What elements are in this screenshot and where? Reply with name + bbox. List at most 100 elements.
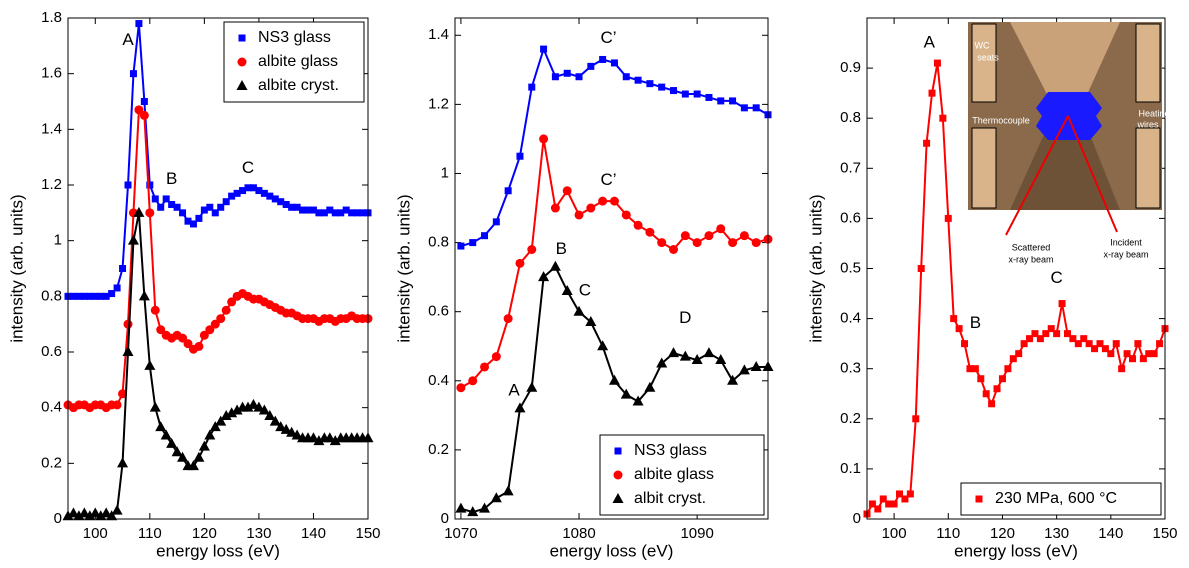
- marker: [1107, 350, 1115, 358]
- y-tick-label: 0.6: [840, 209, 861, 226]
- marker: [492, 218, 500, 226]
- marker: [1015, 350, 1023, 358]
- marker: [1053, 330, 1061, 338]
- marker: [516, 152, 524, 160]
- legend-marker: [614, 447, 622, 455]
- marker: [563, 69, 571, 77]
- marker: [562, 186, 572, 196]
- marker: [67, 507, 79, 518]
- marker: [586, 203, 596, 213]
- marker: [97, 292, 105, 300]
- marker: [102, 292, 110, 300]
- marker: [329, 435, 341, 446]
- series-line: [460, 46, 769, 248]
- marker: [221, 305, 231, 315]
- marker: [681, 90, 689, 98]
- marker: [998, 375, 1006, 383]
- marker: [1009, 355, 1017, 363]
- marker: [184, 217, 192, 225]
- marker: [503, 314, 513, 324]
- legend-box: [599, 434, 765, 516]
- inset-label: WC: [975, 40, 990, 50]
- x-tick-label: 100: [882, 525, 907, 542]
- marker: [95, 510, 107, 521]
- marker: [633, 220, 643, 230]
- marker: [293, 203, 301, 211]
- marker: [691, 354, 703, 365]
- marker: [255, 187, 263, 195]
- marker: [315, 209, 323, 217]
- marker: [117, 457, 129, 468]
- marker: [608, 374, 620, 385]
- marker: [670, 87, 678, 95]
- marker: [195, 214, 203, 222]
- legend-label: albit cryst.: [634, 490, 706, 507]
- marker: [901, 495, 909, 503]
- marker: [879, 495, 887, 503]
- marker: [455, 502, 467, 513]
- marker: [266, 192, 274, 200]
- marker: [199, 330, 209, 340]
- marker: [1047, 325, 1055, 333]
- marker: [123, 319, 133, 329]
- marker: [950, 315, 958, 323]
- marker: [561, 284, 573, 295]
- inset-label: Incident: [1110, 237, 1142, 247]
- marker: [133, 206, 145, 217]
- marker: [1156, 340, 1164, 348]
- marker: [313, 435, 325, 446]
- marker: [91, 292, 99, 300]
- marker: [162, 195, 170, 203]
- series-line: [67, 212, 368, 518]
- marker: [264, 410, 276, 421]
- marker: [644, 381, 656, 392]
- y-tick-label: 1.6: [41, 65, 62, 82]
- legend-label: 230 MPa, 600 °C: [995, 490, 1117, 507]
- marker: [342, 206, 350, 214]
- marker: [135, 20, 143, 28]
- marker: [69, 292, 77, 300]
- marker: [288, 203, 296, 211]
- marker: [1069, 335, 1077, 343]
- marker: [157, 203, 165, 211]
- marker: [1091, 345, 1099, 353]
- marker: [1063, 330, 1071, 338]
- marker: [585, 316, 597, 327]
- legend-marker: [975, 495, 983, 503]
- y-tick-label: 1.2: [41, 176, 62, 193]
- marker: [575, 73, 583, 81]
- annotation: B: [166, 169, 177, 188]
- marker: [599, 55, 607, 63]
- legend-marker: [612, 493, 624, 503]
- marker: [717, 97, 725, 105]
- y-tick-label: 0.1: [840, 460, 861, 477]
- marker: [166, 437, 178, 448]
- marker: [260, 189, 268, 197]
- marker: [149, 401, 161, 412]
- marker: [610, 59, 618, 67]
- plot-frame: [454, 17, 769, 520]
- marker: [1112, 340, 1120, 348]
- legend-label: albite glass: [634, 466, 714, 483]
- marker: [193, 451, 205, 462]
- panel: 1070 1080 1090 0 0.2 0.4 0.6 0.8 1 1.2 1.4 energy l…: [394, 17, 774, 560]
- marker: [177, 451, 189, 462]
- seat: [971, 127, 997, 209]
- marker: [139, 110, 149, 120]
- marker: [173, 203, 181, 211]
- marker: [145, 208, 155, 218]
- marker: [480, 362, 490, 372]
- marker: [752, 104, 760, 112]
- marker: [183, 339, 193, 349]
- inset-label: seats: [977, 52, 999, 62]
- annotation: D: [679, 308, 691, 327]
- marker: [573, 305, 585, 316]
- y-tick-label: 1.4: [41, 120, 62, 137]
- marker: [239, 187, 247, 195]
- marker: [277, 198, 285, 206]
- marker: [574, 210, 584, 220]
- marker: [194, 341, 204, 351]
- marker: [868, 500, 876, 508]
- marker: [944, 214, 952, 222]
- marker: [111, 504, 123, 515]
